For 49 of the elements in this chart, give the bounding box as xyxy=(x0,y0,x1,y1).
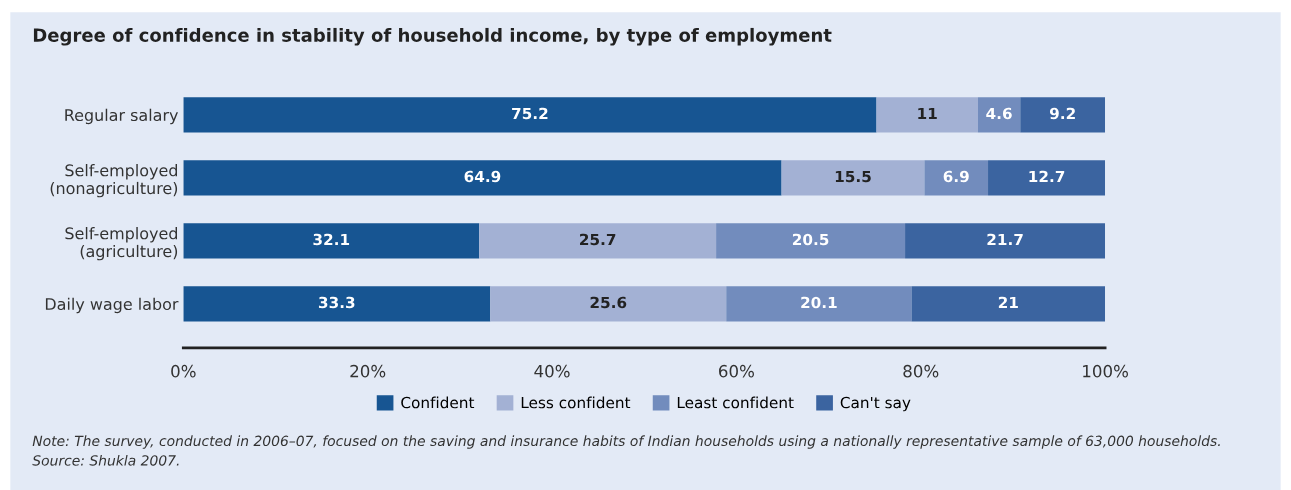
bar xyxy=(876,97,978,133)
data-label: 75.2 xyxy=(512,107,548,120)
x-tick-label: 40% xyxy=(534,364,570,378)
source-note: Source: Shukla 2007. xyxy=(32,454,179,466)
data-label: 20.1 xyxy=(801,296,837,309)
x-tick-label: 80% xyxy=(903,364,939,378)
legend-label: Less confident xyxy=(521,396,631,409)
bar xyxy=(490,286,727,322)
bar xyxy=(905,223,1106,259)
bar xyxy=(183,97,877,133)
bar xyxy=(911,286,1106,322)
data-label: 21 xyxy=(998,296,1018,309)
x-tick-label: 20% xyxy=(350,364,386,378)
data-label: 15.5 xyxy=(835,170,871,183)
bar xyxy=(183,286,491,322)
bar xyxy=(716,223,906,259)
legend-label: Confident xyxy=(401,396,475,409)
x-tick-label: 60% xyxy=(719,364,754,378)
bar xyxy=(183,160,782,196)
bar xyxy=(977,97,1021,133)
y-tick-label: Self-employed (agriculture) xyxy=(65,227,178,261)
legend-label: Can't say xyxy=(840,396,911,412)
data-label: 21.7 xyxy=(987,233,1023,246)
data-label: 25.7 xyxy=(580,233,616,246)
bar xyxy=(1020,97,1106,133)
bar xyxy=(781,160,925,196)
x-tick-label: 0% xyxy=(171,364,196,378)
bar xyxy=(726,286,912,322)
y-tick-label: Daily wage labor xyxy=(45,297,179,314)
data-label: 32.1 xyxy=(313,233,350,246)
data-label: 11 xyxy=(918,107,937,120)
data-label: 20.5 xyxy=(792,233,829,246)
data-label: 25.6 xyxy=(590,296,627,309)
data-label: 12.7 xyxy=(1029,170,1065,183)
bar xyxy=(924,160,989,196)
y-tick-label: Regular salary xyxy=(65,108,178,125)
bar xyxy=(183,223,480,259)
data-label: 64.9 xyxy=(464,170,501,183)
data-label: 9.2 xyxy=(1049,107,1075,120)
y-tick-label: Self-employed (nonagriculture) xyxy=(50,164,178,198)
bar xyxy=(988,160,1106,196)
text: Note: The survey, conducted in 2006–07, focused on the saving and insurance habits of Indian households using a nationally representative sample of 63,000 households. xyxy=(32,435,1220,449)
bar xyxy=(479,223,717,259)
x-tick-label: 100% xyxy=(1083,364,1128,378)
data-label: 33.3 xyxy=(318,296,355,309)
data-label: 6.9 xyxy=(943,170,969,183)
data-label: 4.6 xyxy=(986,107,1012,120)
legend-label: Least confident xyxy=(677,396,794,409)
chart-title: Degree of confidence in stability of household income, by type of employment xyxy=(33,27,832,46)
